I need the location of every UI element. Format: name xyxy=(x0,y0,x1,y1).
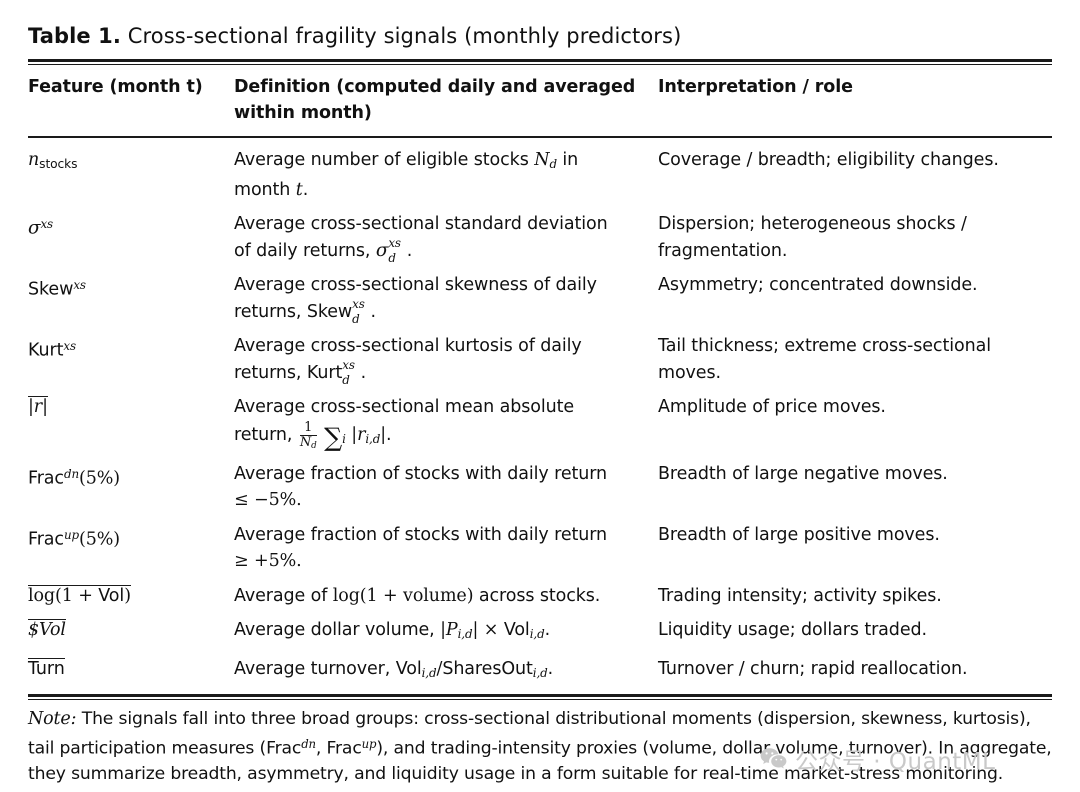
cell-definition: Average fraction of stocks with daily re… xyxy=(234,463,608,511)
note-text-1: The signals fall into three broad groups… xyxy=(28,708,1031,759)
cell-interpretation: Trading intensity; activity spikes. xyxy=(658,585,942,606)
fragility-signals-table: Feature (month t) Definition (computed d… xyxy=(28,65,1052,136)
table-page: Table 1. Cross-sectional fragility signa… xyxy=(28,22,1052,788)
note-text-2: , Frac xyxy=(315,738,362,759)
cell-feature: nstocks xyxy=(28,149,78,171)
note-sup-dn: dn xyxy=(301,737,316,752)
cell-feature: Turn xyxy=(28,652,234,694)
table-caption: Table 1. Cross-sectional fragility signa… xyxy=(28,22,1052,50)
cell-feature: Skewxs xyxy=(28,278,86,301)
table-row: σxs Average cross-sectional standard dev… xyxy=(28,207,1052,268)
cell-definition: Average cross-sectional skewness of dail… xyxy=(234,275,597,326)
col-header-feature: Feature (month t) xyxy=(28,76,203,97)
overline-abs-r: |r| xyxy=(28,396,48,418)
table-row: $Vol Average dollar volume, |Pi,d| × Vol… xyxy=(28,613,1052,651)
cell-interpretation: Amplitude of price moves. xyxy=(658,397,886,418)
cell-definition: Average cross-sectional mean absolute re… xyxy=(234,397,575,452)
table-top-rule xyxy=(28,59,1052,65)
fragility-signals-body: nstocks Average number of eligible stock… xyxy=(28,138,1052,695)
cell-definition: Average cross-sectional kurtosis of dail… xyxy=(234,336,582,387)
note-label: Note: xyxy=(28,708,77,729)
overline-log-vol: log(1 + Vol) xyxy=(28,584,131,606)
overline-dollar-vol: $Vol xyxy=(28,619,66,641)
table-row: |r| Average cross-sectional mean absolut… xyxy=(28,390,1052,456)
cell-interpretation: Breadth of large positive moves. xyxy=(658,524,940,545)
cell-feature: |r| xyxy=(28,390,234,456)
table-row: log(1 + Vol) Average of log(1 + volume) … xyxy=(28,579,1052,614)
cell-interpretation: Tail thickness; extreme cross-sectional … xyxy=(658,336,991,383)
cell-feature: $Vol xyxy=(28,613,234,651)
cell-feature: σxs xyxy=(28,217,54,240)
cell-interpretation: Turnover / churn; rapid reallocation. xyxy=(658,658,968,679)
fraction-one-over-nd: 1 Nd xyxy=(299,419,317,452)
table-head: Feature (month t) Definition (computed d… xyxy=(28,65,1052,136)
table-note: Note: The signals fall into three broad … xyxy=(28,707,1052,788)
cell-definition: Average turnover, Voli,d/SharesOuti,d. xyxy=(234,658,554,680)
cell-interpretation: Dispersion; heterogeneous shocks / fragm… xyxy=(658,214,967,261)
table-caption-label: Table 1. xyxy=(28,24,121,48)
table-header-rule xyxy=(28,135,1052,138)
note-sup-up: up xyxy=(361,737,377,752)
cell-interpretation: Breadth of large negative moves. xyxy=(658,463,948,484)
col-header-interpretation: Interpretation / role xyxy=(658,76,853,97)
table-row: Fracup(5%) Average fraction of stocks wi… xyxy=(28,518,1052,579)
table-bottom-rule xyxy=(28,694,1052,700)
cell-interpretation: Asymmetry; concentrated downside. xyxy=(658,275,978,296)
table-row: Turn Average turnover, Voli,d/SharesOuti… xyxy=(28,652,1052,694)
cell-feature: log(1 + Vol) xyxy=(28,579,234,614)
cell-interpretation: Liquidity usage; dollars traded. xyxy=(658,620,927,641)
table-header-row: Feature (month t) Definition (computed d… xyxy=(28,65,1052,136)
cell-definition: Average of log(1 + volume) across stocks… xyxy=(234,585,601,606)
cell-feature: Fracup(5%) xyxy=(28,527,121,550)
table-row: Fracdn(5%) Average fraction of stocks wi… xyxy=(28,457,1052,518)
table-row: nstocks Average number of eligible stock… xyxy=(28,138,1052,208)
cell-definition: Average number of eligible stocks Nd in … xyxy=(234,149,579,200)
table-row: Kurtxs Average cross-sectional kurtosis … xyxy=(28,329,1052,390)
table-caption-text: Cross-sectional fragility signals (month… xyxy=(127,24,682,48)
col-header-definition: Definition (computed daily and averaged … xyxy=(234,76,636,123)
cell-definition: Average cross-sectional standard deviati… xyxy=(234,214,608,265)
cell-definition: Average fraction of stocks with daily re… xyxy=(234,524,608,572)
cell-feature: Fracdn(5%) xyxy=(28,466,121,489)
cell-interpretation: Coverage / breadth; eligibility changes. xyxy=(658,149,999,170)
overline-turn: Turn xyxy=(28,657,65,679)
note-text-3: ), and trading-intensity proxies (volume… xyxy=(28,738,1052,785)
cell-feature: Kurtxs xyxy=(28,339,76,362)
table-row: Skewxs Average cross-sectional skewness … xyxy=(28,268,1052,329)
cell-definition: Average dollar volume, |Pi,d| × Voli,d. xyxy=(234,620,551,642)
